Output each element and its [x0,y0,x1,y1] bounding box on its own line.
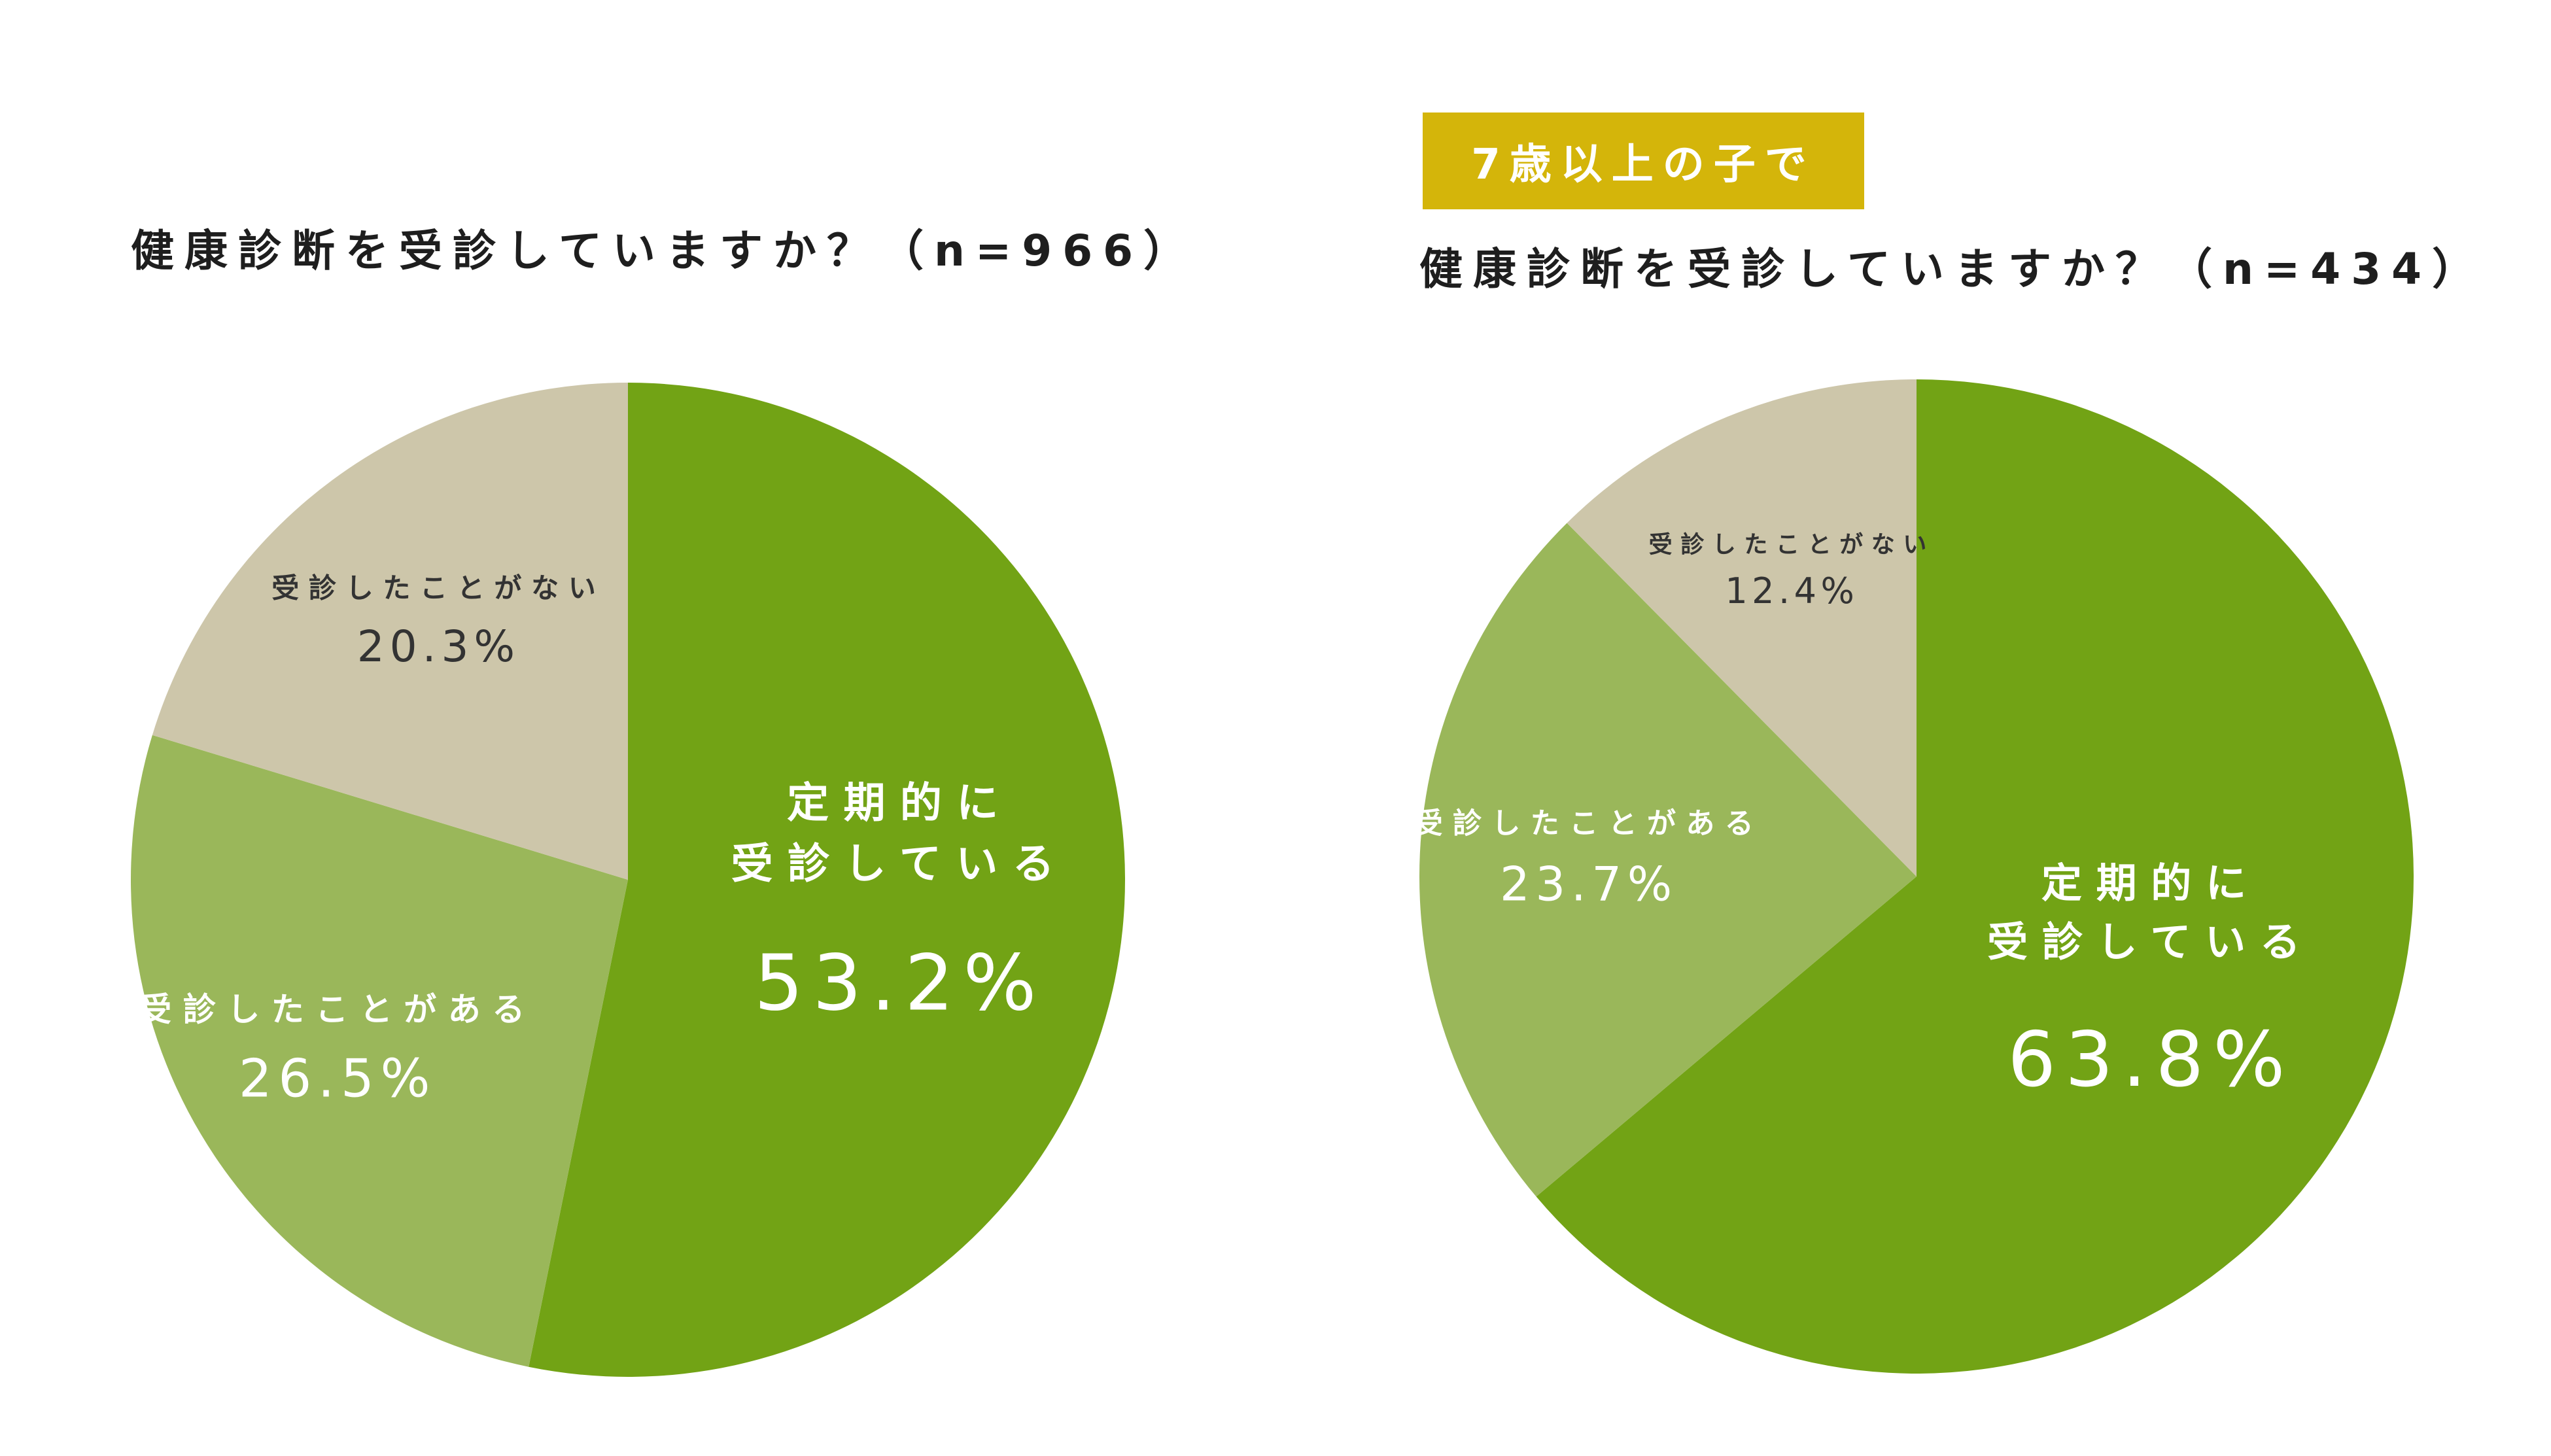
pie-0-slice-1-label-line-0: 受診したことがある [139,991,536,1029]
pie-0-slice-0-label-line-0: 定期的に [787,780,1013,828]
pie-0-slice-2-value-label: 20.3% [357,621,520,672]
pie-0-slice-1 [130,735,628,1367]
pie-1-slice-1-value-label: 23.7% [1500,856,1678,911]
left-chart-title: 健康診断を受診していますか？（n=966） [131,226,1198,276]
right-chart-title: 健康診断を受診していますか？（n=434） [1419,244,2486,294]
pie-1-slice-1-label-line-0: 受診したことがある [1414,807,1764,841]
pie-0-slice-0-label-line-1: 受診している [731,840,1069,888]
pie-1-slice-0-label-line-0: 定期的に [2041,859,2261,907]
pie-0-slice-0-value-label: 53.2% [754,937,1046,1028]
pie-1-slice-2 [1567,379,1917,876]
pie-1-slice-0-label-line-1: 受診している [1987,918,2314,965]
pie-0-slice-1-value-label: 26.5% [239,1049,436,1109]
age-filter-badge: 7歳以上の子で [1423,113,1864,209]
pie-0-slice-2 [152,383,629,880]
pie-1-slice-2-value-label: 12.4% [1725,570,1858,612]
pie-1-slice-1 [1419,523,1917,1197]
pie-0-slice-0 [529,383,1125,1377]
pie-1-slice-2-label-line-0: 受診したことがない [1649,532,1935,559]
pie-1-slice-0 [1536,379,2414,1374]
pie-0-slice-2-label-line-0: 受診したことがない [271,572,605,604]
pie-1-slice-0-value-label: 63.8% [2007,1016,2294,1104]
